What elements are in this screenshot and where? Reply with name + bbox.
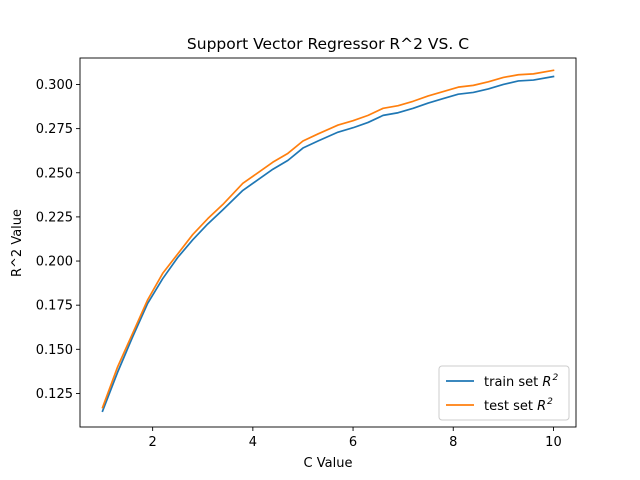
legend-label-symbol: R bbox=[542, 375, 551, 390]
series-line-1 bbox=[101, 69, 555, 409]
x-tick-label: 4 bbox=[249, 435, 257, 450]
y-tick-label: 0.150 bbox=[36, 343, 73, 358]
legend-label-superscript: 2 bbox=[547, 397, 553, 407]
x-tick-label: 6 bbox=[349, 435, 357, 450]
x-tick-label: 8 bbox=[449, 435, 457, 450]
y-tick-label: 0.175 bbox=[36, 299, 73, 314]
legend-label-0: train set R2 bbox=[484, 373, 558, 390]
plot-frame bbox=[79, 57, 577, 428]
y-tick-label: 0.200 bbox=[36, 255, 73, 270]
x-tick-label: 2 bbox=[149, 435, 157, 450]
x-axis-title: C Value bbox=[304, 456, 353, 471]
y-tick-label: 0.250 bbox=[36, 166, 73, 181]
legend-label-text: train set bbox=[484, 375, 542, 390]
legend-label-symbol: R bbox=[537, 399, 546, 414]
y-tick-label: 0.125 bbox=[36, 387, 73, 402]
y-tick-label: 0.275 bbox=[36, 122, 73, 137]
y-tick-label: 0.300 bbox=[36, 78, 73, 93]
legend-label-superscript: 2 bbox=[552, 373, 558, 383]
legend-box bbox=[438, 365, 570, 421]
series-line-0 bbox=[101, 75, 555, 413]
chart-title: Support Vector Regressor R^2 VS. C bbox=[187, 35, 469, 53]
y-tick-label: 0.225 bbox=[36, 210, 73, 225]
legend-label-text: test set bbox=[484, 399, 537, 414]
plot-area: 2 4 6 8 10 0.125 0.150 0.175 0.200 0.225 0.250 0.27… bbox=[36, 57, 577, 450]
y-axis-title: R^2 Value bbox=[10, 209, 25, 277]
x-tick-label: 10 bbox=[545, 435, 562, 450]
legend-label-1: test set R2 bbox=[484, 397, 553, 414]
